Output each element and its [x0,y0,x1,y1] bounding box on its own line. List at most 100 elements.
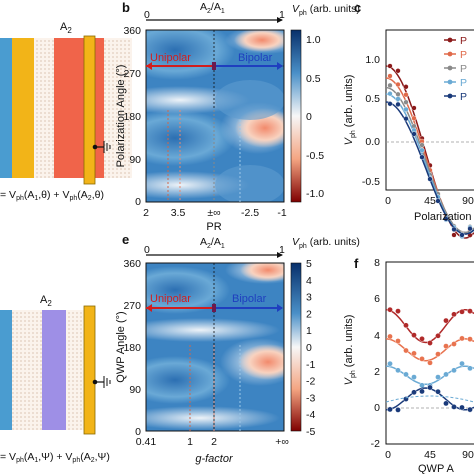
data-point [387,63,393,69]
x-tick: 45 [424,449,436,461]
cbar-tick: -3 [306,392,315,404]
colorbar-ticks: 5 4 3 2 1 0 -1 -2 -3 -4 -5 [306,258,315,438]
data-point [387,82,393,89]
top-axis-label: A2/A1 [200,1,225,15]
data-point [443,216,449,222]
data-point [411,332,417,338]
data-point [419,154,425,160]
x-tick: 2 [143,207,149,219]
y-tick: 360 [123,25,141,37]
legend-label: P [460,91,467,103]
data-point [387,101,393,107]
y-axis-label: Polarization Angle (°) [115,65,127,168]
data-point [395,367,401,374]
data-point [459,335,465,342]
data-point [411,131,417,137]
schematic-bottom: A2 = Vph(A1,Ψ) + Vph(A2,Ψ) [0,294,111,464]
cbar-tick: 3 [306,292,312,304]
legend-label: P [460,63,467,75]
data-point [427,359,433,366]
data-point [419,335,425,342]
data-point [419,388,425,395]
panel-letter-e: e [122,232,129,247]
gap-region [34,38,54,178]
data-point [403,347,409,354]
y-tick: 0 [374,402,380,414]
colorbar-title: Vph (arb. units) [292,3,360,17]
data-point [443,400,449,407]
y-tick: 90 [129,154,141,166]
region-right-label: Bipolar [238,52,273,64]
gap-region-2 [66,310,84,430]
equation-top: = Vph(A1,θ) + Vph(A2,θ) [0,189,104,202]
data-point [419,382,425,389]
x-tick: -2.5 [241,207,259,219]
x-tick: 3.5 [171,207,186,219]
data-point [451,232,457,238]
legend-marker [447,51,453,57]
y-axis-b: 360 270 180 90 0 Polarization Angle (°) [115,25,141,208]
data-point [387,306,393,313]
data-point [387,91,393,97]
data-point [451,341,457,347]
x-axis-b: 2 3.5 ±∞ -2.5 -1 PR [143,207,287,233]
data-point [411,389,417,396]
data-point [403,116,409,122]
panel-b: b A2/A1 0 1 Unipolar Bipolar [115,0,360,233]
x-tick: 0 [385,195,391,207]
data-point [387,333,393,340]
colorbar-title: Vph (arb. units) [292,236,360,250]
gap-region-2 [104,38,132,178]
top-axis-label: A2/A1 [200,236,225,250]
cbar-tick: 1 [306,325,312,337]
data-point [395,101,401,108]
legend-marker [447,93,453,99]
panel-letter-c: c [354,0,361,15]
ground-node [92,379,98,385]
cbar-tick: 1.0 [306,34,321,46]
a2-layer [42,310,66,430]
right-electrode [83,305,96,435]
y-tick: 270 [123,68,141,80]
plot-frame [145,29,285,203]
cbar-tick: 4 [306,275,312,287]
legend-marker [447,37,453,43]
heatmap-e [146,263,284,431]
data-point [395,308,401,314]
data-point [435,374,441,380]
cbar-tick: 0 [306,342,312,354]
gold-electrode [12,38,34,178]
x-axis-e: 0.41 1 2 +∞ g-factor [136,436,289,465]
data-point [459,232,465,238]
bipolar-arrow-icon [277,304,283,312]
x-tick: 0 [385,449,391,461]
data-point [395,96,401,102]
data-point [403,371,409,378]
data-point [411,374,417,380]
data-point [419,142,425,148]
panel-letter-f: f [354,256,359,271]
y-tick: 180 [123,111,141,123]
plot-frame [385,29,474,191]
fit-curves [385,306,474,413]
data-point [443,371,449,378]
data-point [451,404,457,410]
cbar-tick: 0 [306,111,312,123]
y-axis-label: Vph (arb. units) [343,75,357,146]
data-point [403,92,409,98]
y-tick: -0.5 [362,176,380,188]
data-point [435,332,441,339]
data-point [395,91,401,97]
data-point [435,351,441,357]
gap-region [12,310,42,430]
y-tick: 2 [374,366,380,378]
data-point [467,336,473,342]
legend-marker [447,65,453,71]
a2-layer [54,38,104,178]
x-tick: ±∞ [207,207,220,219]
guide-curve [385,395,474,403]
schematic-bottom-label: A2 [40,294,52,308]
top-axis-end: 1 [279,9,285,21]
